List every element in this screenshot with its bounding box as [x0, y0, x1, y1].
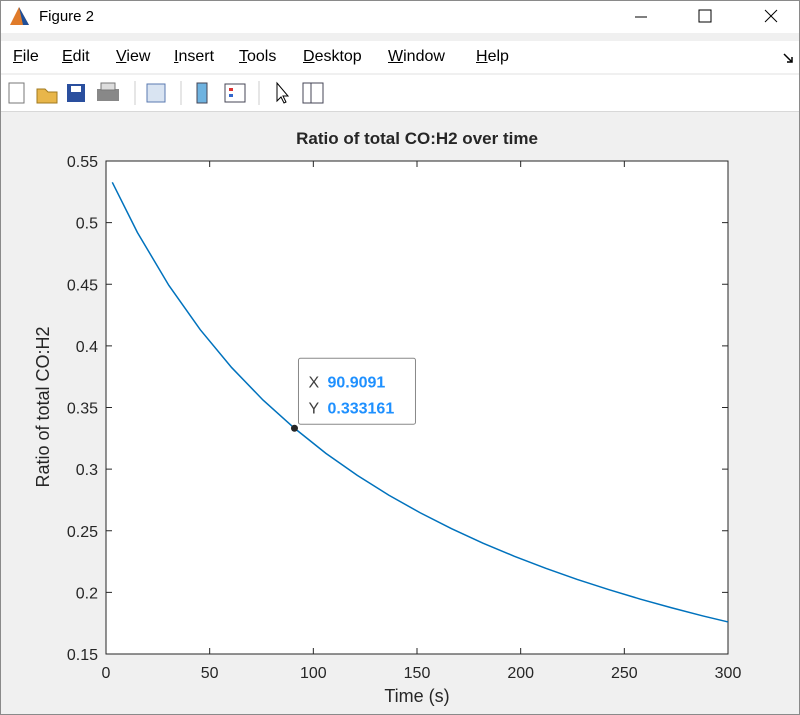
- x-tick-label: 100: [300, 665, 327, 682]
- app-icon: [10, 7, 29, 25]
- menu-item[interactable]: View: [116, 48, 151, 65]
- axes-background: [106, 161, 728, 654]
- menu-item[interactable]: Desktop: [303, 48, 362, 65]
- x-tick-label: 200: [507, 665, 534, 682]
- y-tick-label: 0.35: [67, 401, 98, 418]
- datatip-y-name: Y: [308, 400, 319, 417]
- menu-bar: File Edit View Insert Tools Desktop Window Help: [1, 41, 799, 73]
- datatip-marker: [290, 424, 298, 432]
- data-line: [111, 181, 729, 623]
- datatip-x-name: X: [308, 374, 319, 391]
- toolbar: [1, 75, 799, 112]
- axes-box: [105, 160, 729, 655]
- dock-arrow[interactable]: [781, 51, 795, 65]
- title-bar: Figure 2: [1, 1, 799, 33]
- y-axis-label: Ratio of total CO:H2: [33, 326, 53, 487]
- window-controls[interactable]: [619, 1, 799, 33]
- window-title: Figure 2: [39, 8, 95, 25]
- toolbar-icons[interactable]: [1, 75, 341, 111]
- y-tick-label: 0.2: [76, 585, 98, 602]
- datatip-box: [297, 357, 416, 425]
- y-tick-label: 0.4: [76, 339, 98, 356]
- y-tick-label: 0.55: [67, 154, 98, 171]
- y-tick-label: 0.3: [76, 462, 98, 479]
- x-tick-label: 150: [404, 665, 431, 682]
- y-tick-label: 0.5: [76, 216, 98, 233]
- menu-item[interactable]: Help: [476, 48, 509, 65]
- plot-area: Ratio of total CO:H2 over time Time (s) …: [33, 129, 742, 706]
- datatip-y-value: 0.333161: [327, 400, 394, 417]
- x-tick-label: 0: [102, 665, 111, 682]
- menu-item[interactable]: Insert: [174, 48, 215, 65]
- menu-item[interactable]: Window: [388, 48, 445, 65]
- menu-item[interactable]: File: [13, 48, 39, 65]
- y-tick-label: 0.25: [67, 524, 98, 541]
- menu-item[interactable]: Edit: [62, 48, 90, 65]
- y-tick-label: 0.45: [67, 277, 98, 294]
- x-tick-label: 300: [715, 665, 742, 682]
- datatip-x-value: 90.9091: [327, 374, 385, 391]
- y-tick-label: 0.15: [67, 647, 98, 664]
- x-tick-label: 250: [611, 665, 638, 682]
- chart-title: Ratio of total CO:H2 over time: [296, 129, 538, 148]
- x-tick-label: 50: [201, 665, 219, 682]
- menu-item[interactable]: Tools: [239, 48, 277, 65]
- x-axis-label: Time (s): [384, 686, 449, 706]
